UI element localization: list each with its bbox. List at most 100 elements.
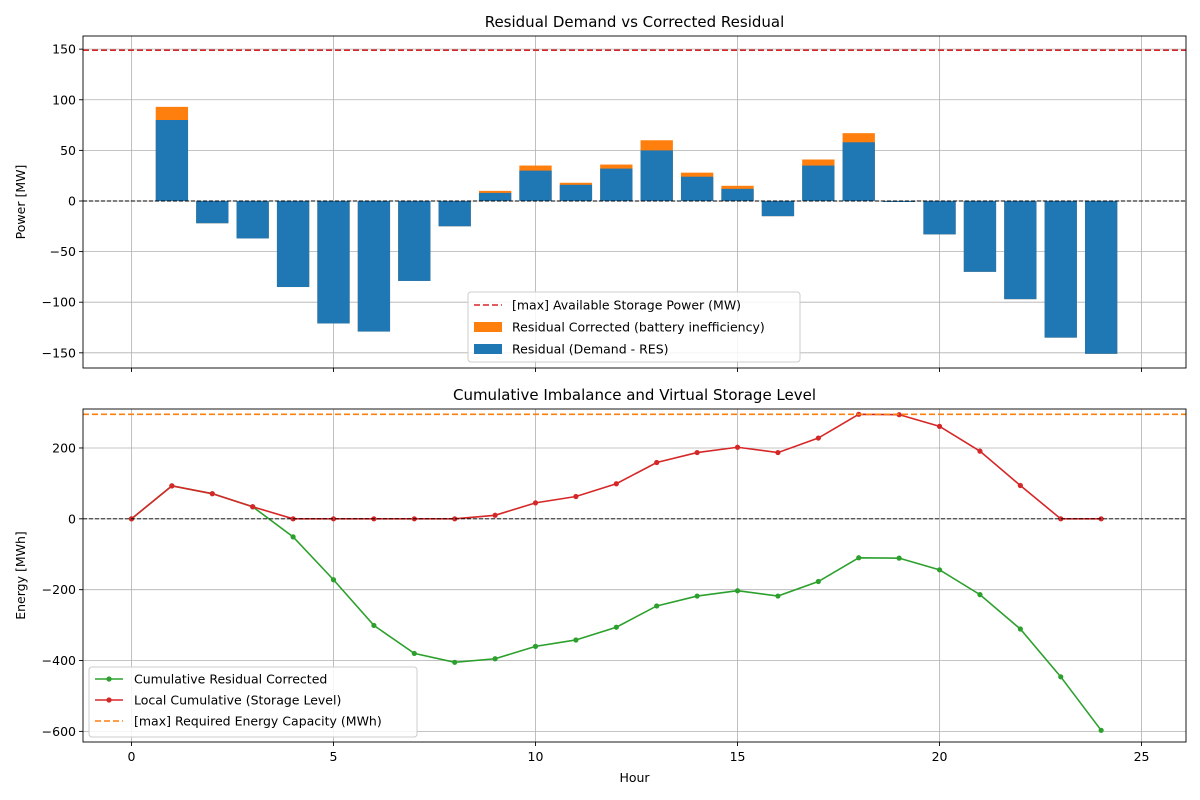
- x-tick-label: 25: [1134, 749, 1150, 764]
- bar: [317, 200, 350, 324]
- legend-label: Cumulative Residual Corrected: [134, 672, 327, 687]
- data-point: [1058, 674, 1064, 680]
- data-point: [1098, 727, 1104, 733]
- y-tick-label: 200: [52, 440, 76, 455]
- data-point: [290, 534, 296, 540]
- bar: [600, 168, 633, 201]
- bar: [519, 170, 552, 201]
- data-point: [856, 555, 862, 561]
- legend-label: Local Cumulative (Storage Level): [134, 693, 341, 708]
- x-tick-label: 10: [528, 749, 544, 764]
- data-point: [775, 449, 781, 456]
- data-point: [896, 412, 902, 418]
- y-tick-label: −50: [50, 244, 76, 259]
- data-point: [815, 578, 821, 585]
- bar: [236, 200, 269, 239]
- y-axis-label: Power [MW]: [13, 165, 28, 240]
- data-point: [896, 555, 902, 561]
- y-tick-label: 50: [60, 143, 76, 158]
- bar: [721, 188, 754, 201]
- cumulative-chart: Cumulative Imbalance and Virtual Storage…: [13, 386, 1187, 785]
- chart-title: Cumulative Imbalance and Virtual Storage…: [453, 386, 816, 404]
- residual-chart: Residual Demand vs Corrected Residual Po…: [13, 13, 1187, 372]
- legend: Cumulative Residual Corrected Local Cumul…: [88, 666, 418, 738]
- bar: [1044, 200, 1077, 338]
- legend-label: [max] Required Energy Capacity (MWh): [134, 714, 382, 729]
- bar: [842, 142, 875, 201]
- legend-box: [467, 291, 801, 363]
- data-point: [573, 637, 579, 643]
- x-tick-label: 15: [730, 749, 746, 764]
- plot-area: [83, 49, 1186, 354]
- data-point: [734, 444, 741, 450]
- y-tick-label: −600: [42, 724, 76, 739]
- data-point: [936, 567, 943, 573]
- plot-area: [83, 411, 1186, 733]
- data-point: [977, 448, 983, 454]
- y-tick-label: −200: [42, 582, 76, 597]
- data-point: [411, 650, 417, 657]
- data-point: [654, 603, 660, 609]
- bar: [680, 176, 714, 201]
- chart-title: Residual Demand vs Corrected Residual: [485, 13, 785, 31]
- bar-series-residual: [155, 120, 1118, 354]
- bar: [963, 200, 997, 272]
- data-point: [532, 643, 539, 649]
- bar: [640, 150, 673, 201]
- bar: [559, 184, 593, 201]
- y-tick-label: −100: [42, 295, 76, 310]
- x-axis-label: Hour: [619, 770, 650, 785]
- axes-frame: [82, 408, 1187, 743]
- legend-marker: [106, 676, 112, 682]
- data-point: [492, 512, 498, 518]
- data-point: [209, 491, 215, 497]
- data-point: [936, 423, 943, 429]
- legend-box: [88, 666, 418, 738]
- x-tick-label: 20: [932, 749, 948, 764]
- data-point: [573, 493, 579, 500]
- bar: [478, 192, 512, 201]
- legend-label: Residual (Demand - RES): [512, 342, 669, 357]
- legend-label: Residual Corrected (battery inefficiency…: [512, 320, 765, 335]
- bar: [923, 200, 956, 235]
- data-point: [1017, 626, 1023, 632]
- bar: [155, 120, 189, 201]
- data-point: [250, 504, 256, 510]
- legend: [max] Available Storage Power (MW) Residu…: [467, 291, 801, 363]
- y-tick-label: −400: [42, 653, 76, 668]
- legend-swatch: [474, 322, 502, 332]
- data-point: [613, 481, 619, 487]
- axes-frame: [82, 35, 1187, 369]
- bar: [802, 165, 835, 201]
- bar: [438, 200, 471, 227]
- bar: [398, 200, 431, 281]
- data-point: [613, 624, 619, 630]
- y-tick-label: 0: [68, 511, 76, 526]
- data-point: [1098, 516, 1104, 522]
- data-point: [977, 592, 983, 598]
- data-point: [452, 659, 458, 665]
- legend-swatch: [474, 344, 502, 354]
- data-point: [694, 593, 700, 599]
- x-tick-label: 5: [330, 749, 338, 764]
- bar: [1084, 200, 1118, 354]
- data-point: [330, 577, 337, 583]
- y-tick-label: 100: [52, 92, 76, 107]
- data-point: [694, 449, 700, 456]
- data-point: [734, 588, 741, 594]
- x-tick-label: 0: [128, 749, 136, 764]
- data-point: [452, 516, 458, 522]
- bar: [1004, 200, 1037, 300]
- data-point: [815, 435, 821, 441]
- data-point: [775, 593, 781, 599]
- bar: [761, 200, 795, 217]
- data-point: [371, 622, 377, 629]
- data-point: [654, 459, 660, 466]
- series-line: [130, 413, 1102, 520]
- y-tick-label: 0: [68, 193, 76, 208]
- data-point: [330, 516, 337, 522]
- data-point: [492, 656, 498, 662]
- data-point: [169, 483, 175, 489]
- data-point: [1058, 516, 1064, 522]
